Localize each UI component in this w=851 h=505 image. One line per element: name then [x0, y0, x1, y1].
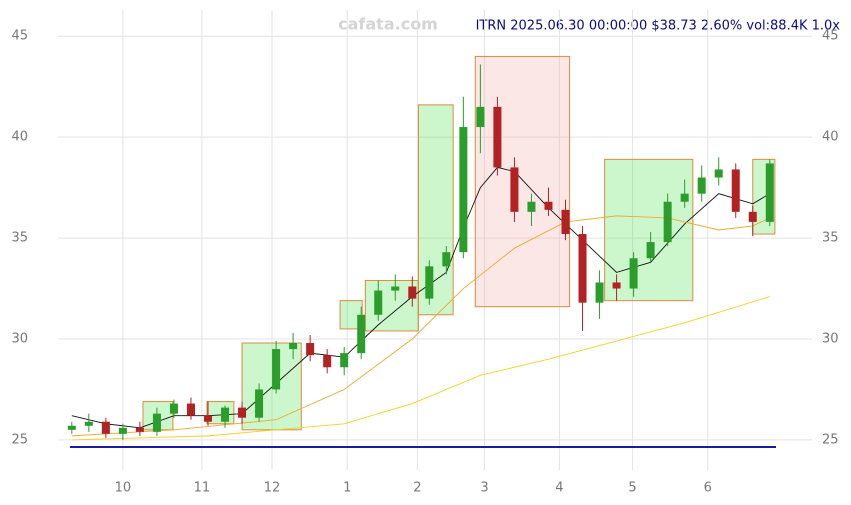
- y-tick-label: 40: [11, 130, 28, 145]
- y-tick-label-right: 25: [822, 432, 839, 447]
- candle-body: [680, 193, 689, 202]
- candle-body: [238, 407, 247, 418]
- y-tick-label: 30: [11, 331, 28, 346]
- candle-body: [544, 201, 553, 210]
- candle-body: [493, 106, 502, 168]
- candle-body: [152, 413, 161, 432]
- x-tick-label: 4: [555, 481, 563, 496]
- candle-body: [561, 209, 570, 235]
- x-tick-label: 2: [413, 481, 421, 496]
- y-tick-label: 35: [11, 231, 28, 246]
- x-tick-label: 11: [194, 481, 211, 496]
- x-tick-label: 1: [343, 481, 351, 496]
- y-tick-label-right: 30: [822, 331, 839, 346]
- candle-body: [459, 127, 468, 253]
- moving-average: [71, 296, 770, 441]
- candle-body: [374, 290, 383, 315]
- x-tick-label: 3: [480, 481, 488, 496]
- x-tick-label: 10: [115, 481, 132, 496]
- candle-body: [697, 177, 706, 194]
- candle-body: [629, 258, 638, 289]
- candle-body: [255, 389, 264, 418]
- range-box: [417, 104, 454, 316]
- range-box: [474, 55, 571, 308]
- candle-body: [101, 421, 110, 434]
- x-tick-label: 12: [264, 481, 281, 496]
- candle-body: [646, 242, 655, 259]
- candle-body: [67, 425, 76, 430]
- range-box: [604, 158, 694, 302]
- candle-body: [663, 201, 672, 243]
- candle-body: [578, 234, 587, 303]
- moving-average: [71, 215, 770, 437]
- moving-average: [71, 166, 771, 429]
- watermark: cafata.com: [338, 15, 438, 34]
- candle-body: [289, 343, 298, 350]
- y-tick-label-right: 35: [822, 231, 839, 246]
- candle-body: [84, 421, 93, 426]
- y-tick-label-right: 40: [822, 130, 839, 145]
- candle-body: [612, 282, 621, 289]
- candle-body: [527, 201, 536, 212]
- candle-body: [169, 403, 178, 414]
- candle-body: [731, 169, 740, 212]
- candle-body: [476, 106, 485, 128]
- y-tick-label: 25: [11, 432, 28, 447]
- candle-body: [357, 314, 366, 354]
- range-box: [241, 342, 302, 431]
- candle-body: [442, 252, 451, 267]
- y-tick-label-right: 45: [822, 29, 839, 44]
- candle-body: [510, 167, 519, 212]
- candle-body: [340, 353, 349, 368]
- x-tick-label: 6: [704, 481, 712, 496]
- candle-body: [221, 407, 230, 422]
- chart-title: ITRN 2025.06.30 00:00:00 $38.73 2.60% vo…: [476, 19, 841, 34]
- x-tick-label: 5: [628, 481, 636, 496]
- candle-body: [186, 403, 195, 416]
- candle-body: [391, 286, 400, 291]
- candle-body: [425, 266, 434, 299]
- candle-body: [765, 163, 774, 222]
- candle-body: [323, 355, 332, 368]
- y-tick-label: 45: [11, 29, 28, 44]
- candle-body: [118, 427, 127, 434]
- candle-body: [204, 415, 212, 422]
- candle-body: [748, 211, 757, 222]
- candle-body: [595, 282, 604, 303]
- candle-body: [272, 349, 281, 390]
- candle-body: [135, 427, 144, 432]
- candle-body: [306, 343, 315, 356]
- candle-body: [408, 286, 417, 299]
- candle-body: [714, 169, 723, 178]
